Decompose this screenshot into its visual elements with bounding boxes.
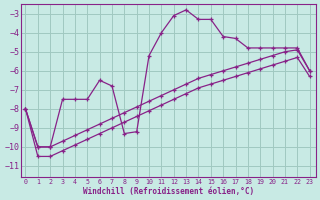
X-axis label: Windchill (Refroidissement éolien,°C): Windchill (Refroidissement éolien,°C) <box>83 187 254 196</box>
